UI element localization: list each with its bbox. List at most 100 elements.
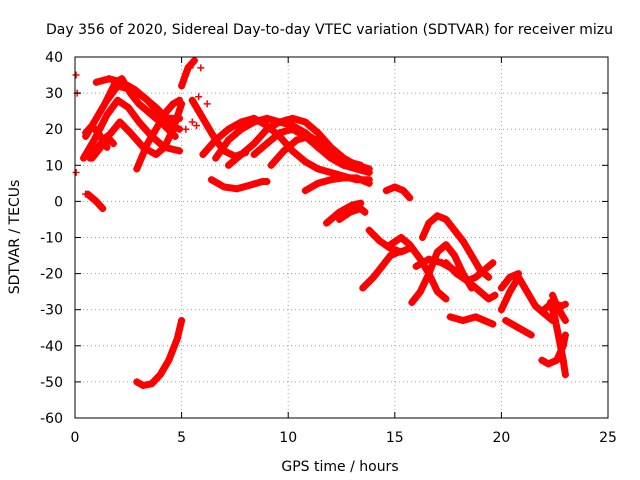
data-point bbox=[99, 205, 107, 213]
series-line bbox=[408, 241, 476, 306]
data-point bbox=[175, 147, 183, 155]
data-point bbox=[433, 248, 441, 256]
data-point bbox=[80, 154, 88, 162]
data-point bbox=[237, 125, 245, 133]
data-point bbox=[344, 158, 352, 166]
data-point bbox=[169, 100, 177, 108]
data-point bbox=[288, 125, 296, 133]
data-point bbox=[250, 140, 258, 148]
series-arc-31 bbox=[497, 270, 522, 292]
series-arc-6 bbox=[133, 96, 183, 173]
data-point bbox=[276, 118, 284, 126]
x-tick-label: 5 bbox=[177, 430, 186, 446]
data-point bbox=[357, 205, 365, 213]
data-point bbox=[453, 270, 461, 278]
data-point bbox=[88, 154, 96, 162]
data-point bbox=[288, 147, 296, 155]
data-point bbox=[506, 288, 514, 296]
series-arc-36 bbox=[546, 298, 569, 379]
series-line bbox=[442, 259, 497, 285]
data-point bbox=[397, 234, 405, 241]
data-point bbox=[212, 136, 220, 144]
data-point bbox=[335, 208, 343, 216]
data-point bbox=[318, 140, 326, 148]
data-point bbox=[186, 64, 194, 72]
data-point bbox=[433, 212, 441, 220]
data-point bbox=[549, 291, 557, 299]
data-point bbox=[538, 356, 546, 364]
data-point bbox=[561, 300, 569, 308]
data-point bbox=[92, 78, 100, 86]
data-point bbox=[225, 161, 233, 169]
data-point bbox=[250, 118, 258, 126]
y-tick-label: 0 bbox=[54, 194, 63, 210]
data-point bbox=[476, 288, 484, 296]
x-tick-label: 0 bbox=[71, 430, 80, 446]
data-point bbox=[276, 129, 284, 137]
series-arc-16 bbox=[207, 176, 271, 193]
data-point bbox=[188, 118, 196, 126]
data-point bbox=[532, 302, 540, 310]
data-point bbox=[450, 226, 458, 234]
series-line bbox=[301, 174, 373, 195]
data-point bbox=[412, 262, 420, 270]
data-point bbox=[446, 313, 454, 321]
series-arc-35 bbox=[538, 331, 569, 368]
data-point bbox=[139, 382, 147, 390]
data-point bbox=[154, 122, 162, 130]
data-point bbox=[237, 118, 245, 126]
data-point bbox=[114, 82, 122, 90]
data-point bbox=[195, 93, 203, 101]
data-point bbox=[178, 82, 186, 90]
data-point bbox=[514, 324, 522, 332]
data-point bbox=[237, 150, 245, 158]
data-point bbox=[472, 273, 480, 281]
data-point bbox=[459, 317, 467, 325]
data-point bbox=[301, 118, 309, 126]
data-point bbox=[365, 179, 373, 187]
data-point bbox=[468, 252, 476, 260]
data-point bbox=[165, 356, 173, 364]
data-point bbox=[72, 71, 80, 79]
data-point bbox=[335, 215, 343, 223]
series-arc-9 bbox=[84, 190, 107, 213]
data-point bbox=[126, 85, 134, 93]
data-point bbox=[555, 335, 563, 343]
data-point bbox=[197, 64, 205, 72]
data-point bbox=[472, 313, 480, 321]
data-point bbox=[314, 165, 322, 173]
series-arc-30 bbox=[446, 313, 497, 328]
data-point bbox=[502, 317, 510, 325]
x-axis-label: GPS time / hours bbox=[281, 459, 398, 475]
data-point bbox=[139, 93, 147, 101]
series-line bbox=[267, 132, 365, 169]
series-arc-27 bbox=[419, 212, 493, 281]
data-point bbox=[212, 154, 220, 162]
data-point bbox=[263, 114, 271, 122]
data-point bbox=[425, 219, 433, 227]
series-arc-8 bbox=[82, 122, 111, 151]
data-point bbox=[82, 190, 90, 198]
series-line bbox=[382, 183, 414, 202]
data-point bbox=[306, 132, 314, 140]
data-point bbox=[225, 136, 233, 144]
data-point bbox=[135, 118, 143, 126]
data-point bbox=[506, 273, 514, 281]
y-tick-label: 20 bbox=[45, 122, 63, 138]
series-line bbox=[335, 205, 369, 223]
data-point bbox=[559, 356, 567, 364]
data-point bbox=[346, 208, 354, 216]
data-point bbox=[406, 241, 414, 249]
data-point bbox=[233, 185, 241, 193]
data-point bbox=[199, 150, 207, 158]
data-point bbox=[263, 178, 271, 186]
data-point bbox=[169, 125, 177, 133]
series-arc-24 bbox=[382, 183, 414, 202]
data-point bbox=[463, 277, 471, 285]
data-point bbox=[459, 237, 467, 245]
data-point bbox=[551, 313, 559, 321]
x-tick-label: 10 bbox=[279, 430, 297, 446]
y-tick-label: -60 bbox=[40, 411, 63, 427]
data-point bbox=[220, 183, 228, 191]
